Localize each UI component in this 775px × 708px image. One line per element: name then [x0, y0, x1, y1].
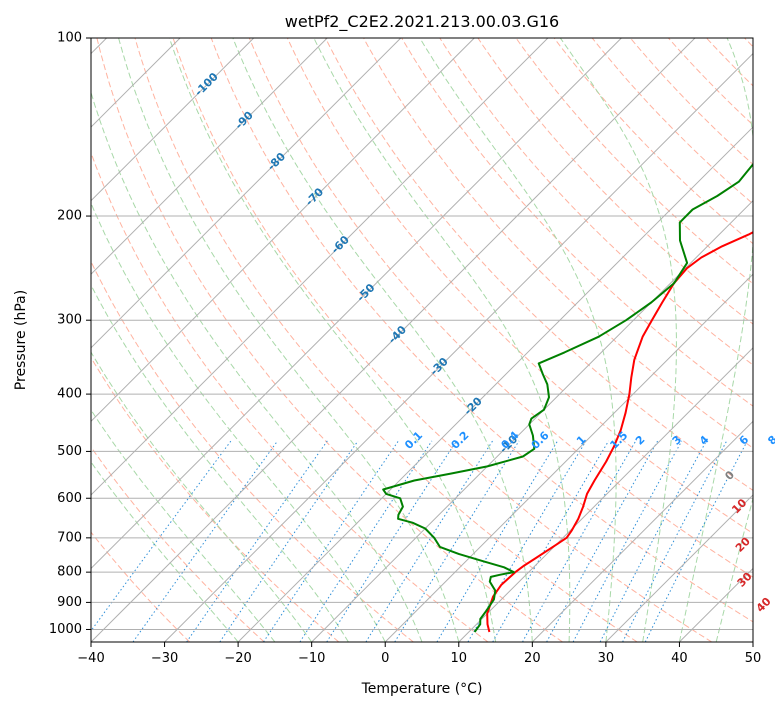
- x-axis: −40 −30 −20 −10 0 10 20 30 40 50: [77, 642, 761, 666]
- isotherm-line: [164, 52, 753, 642]
- moist-adiabat-line: [313, 38, 571, 642]
- chart-title: wetPf2_C2E2.2021.213.00.03.G16: [285, 12, 559, 32]
- dry-adiabat-line: [286, 38, 753, 535]
- isotherm-line: [605, 494, 753, 642]
- dry-adiabat-line: [134, 38, 638, 642]
- moist-adiabat-line: [91, 409, 276, 642]
- dry-adiabat-line: [477, 38, 753, 325]
- moist-adiabat-line: [715, 496, 753, 642]
- mixing-ratio-line: [492, 440, 610, 642]
- mixing-ratio-line: [436, 440, 559, 642]
- x-tick-label: 10: [451, 651, 468, 666]
- y-tick-label: 400: [57, 387, 82, 402]
- mixing-ratio-line: [394, 440, 520, 642]
- moist-adiabat-line: [559, 38, 677, 642]
- moist-adiabat-line: [91, 351, 313, 642]
- x-axis-label: Temperature (°C): [361, 681, 483, 697]
- x-tick-label: 30: [598, 651, 615, 666]
- isotherm-line: [91, 38, 328, 275]
- isotherm-line: [91, 38, 696, 642]
- plot-frame: [90, 37, 754, 643]
- isotherm-line: [91, 38, 549, 496]
- dry-adiabat-line: [325, 38, 753, 491]
- x-tick-label: 50: [745, 651, 762, 666]
- x-tick-label: −10: [298, 651, 325, 666]
- moist-adiabat-line: [232, 38, 533, 642]
- y-tick-label: 900: [57, 595, 82, 610]
- y-tick-label: 200: [57, 209, 82, 224]
- y-tick-label: 800: [57, 565, 82, 580]
- dry-adiabat-line: [515, 38, 753, 285]
- mixing-ratio-line: [91, 440, 232, 632]
- mixing-ratio-line: [263, 440, 399, 642]
- mixing-ratio-line: [599, 440, 707, 642]
- mixing-ratio-line: [132, 440, 279, 642]
- isotherm-line: [91, 38, 255, 202]
- y-tick-label: 100: [57, 31, 82, 46]
- x-tick-label: −40: [77, 651, 104, 666]
- mixing-ratio-line: [467, 440, 587, 642]
- isotherm-line: [237, 126, 753, 642]
- mixing-ratio-line: [299, 440, 433, 642]
- isotherm-line: [531, 420, 753, 642]
- mixing-ratio-line: [186, 440, 328, 642]
- dry-adiabat-line: [439, 38, 753, 366]
- dry-adiabat-line: [96, 38, 563, 642]
- dry-adiabat-line: [591, 38, 753, 205]
- dry-adiabat-line: [401, 38, 753, 407]
- y-tick-label: 1000: [49, 622, 82, 637]
- y-tick-label: 300: [57, 313, 82, 328]
- dry-adiabat-line: [629, 38, 753, 166]
- x-tick-label: 0: [381, 651, 389, 666]
- moist-adiabat-line: [118, 38, 460, 642]
- x-tick-label: 40: [671, 651, 688, 666]
- dewpoint-line: [382, 162, 753, 633]
- mixing-ratio-line: [522, 440, 637, 642]
- x-tick-label: 20: [524, 651, 541, 666]
- y-axis: 100 200 300 400 500 600 700 800 900 1000: [49, 31, 91, 637]
- mixing-ratio-line: [644, 440, 748, 642]
- y-tick-label: 500: [57, 444, 82, 459]
- temperature-line: [486, 231, 753, 633]
- moist-adiabat-line: [91, 201, 386, 642]
- isotherm-line: [91, 38, 402, 349]
- y-tick-label: 700: [57, 530, 82, 545]
- dry-adiabat-line: [91, 531, 191, 642]
- x-tick-label: −30: [151, 651, 178, 666]
- x-tick-label: −20: [224, 651, 251, 666]
- series-lines: [382, 162, 753, 633]
- dry-adiabat-line: [210, 38, 753, 623]
- isotherm-line: [311, 199, 753, 642]
- y-tick-label: 600: [57, 491, 82, 506]
- grid-lines: [91, 38, 753, 642]
- mixing-ratio-label: 8: [765, 433, 775, 448]
- moist-adiabat-line: [678, 38, 753, 642]
- moist-adiabat-line: [91, 90, 423, 642]
- dry-adiabat-line: [553, 38, 753, 245]
- y-axis-label: Pressure (hPa): [13, 290, 29, 390]
- isotherm-line: [384, 273, 753, 642]
- isotherm-line: [91, 38, 622, 570]
- dry-adiabat-line: [248, 38, 753, 578]
- mixing-ratio-line: [219, 440, 359, 642]
- moist-adiabat-line: [419, 38, 617, 642]
- isotherm-line: [458, 347, 753, 642]
- moist-adiabat-line: [169, 38, 497, 642]
- isotherm-line: [91, 38, 475, 423]
- dry-adiabat-line: [91, 151, 489, 642]
